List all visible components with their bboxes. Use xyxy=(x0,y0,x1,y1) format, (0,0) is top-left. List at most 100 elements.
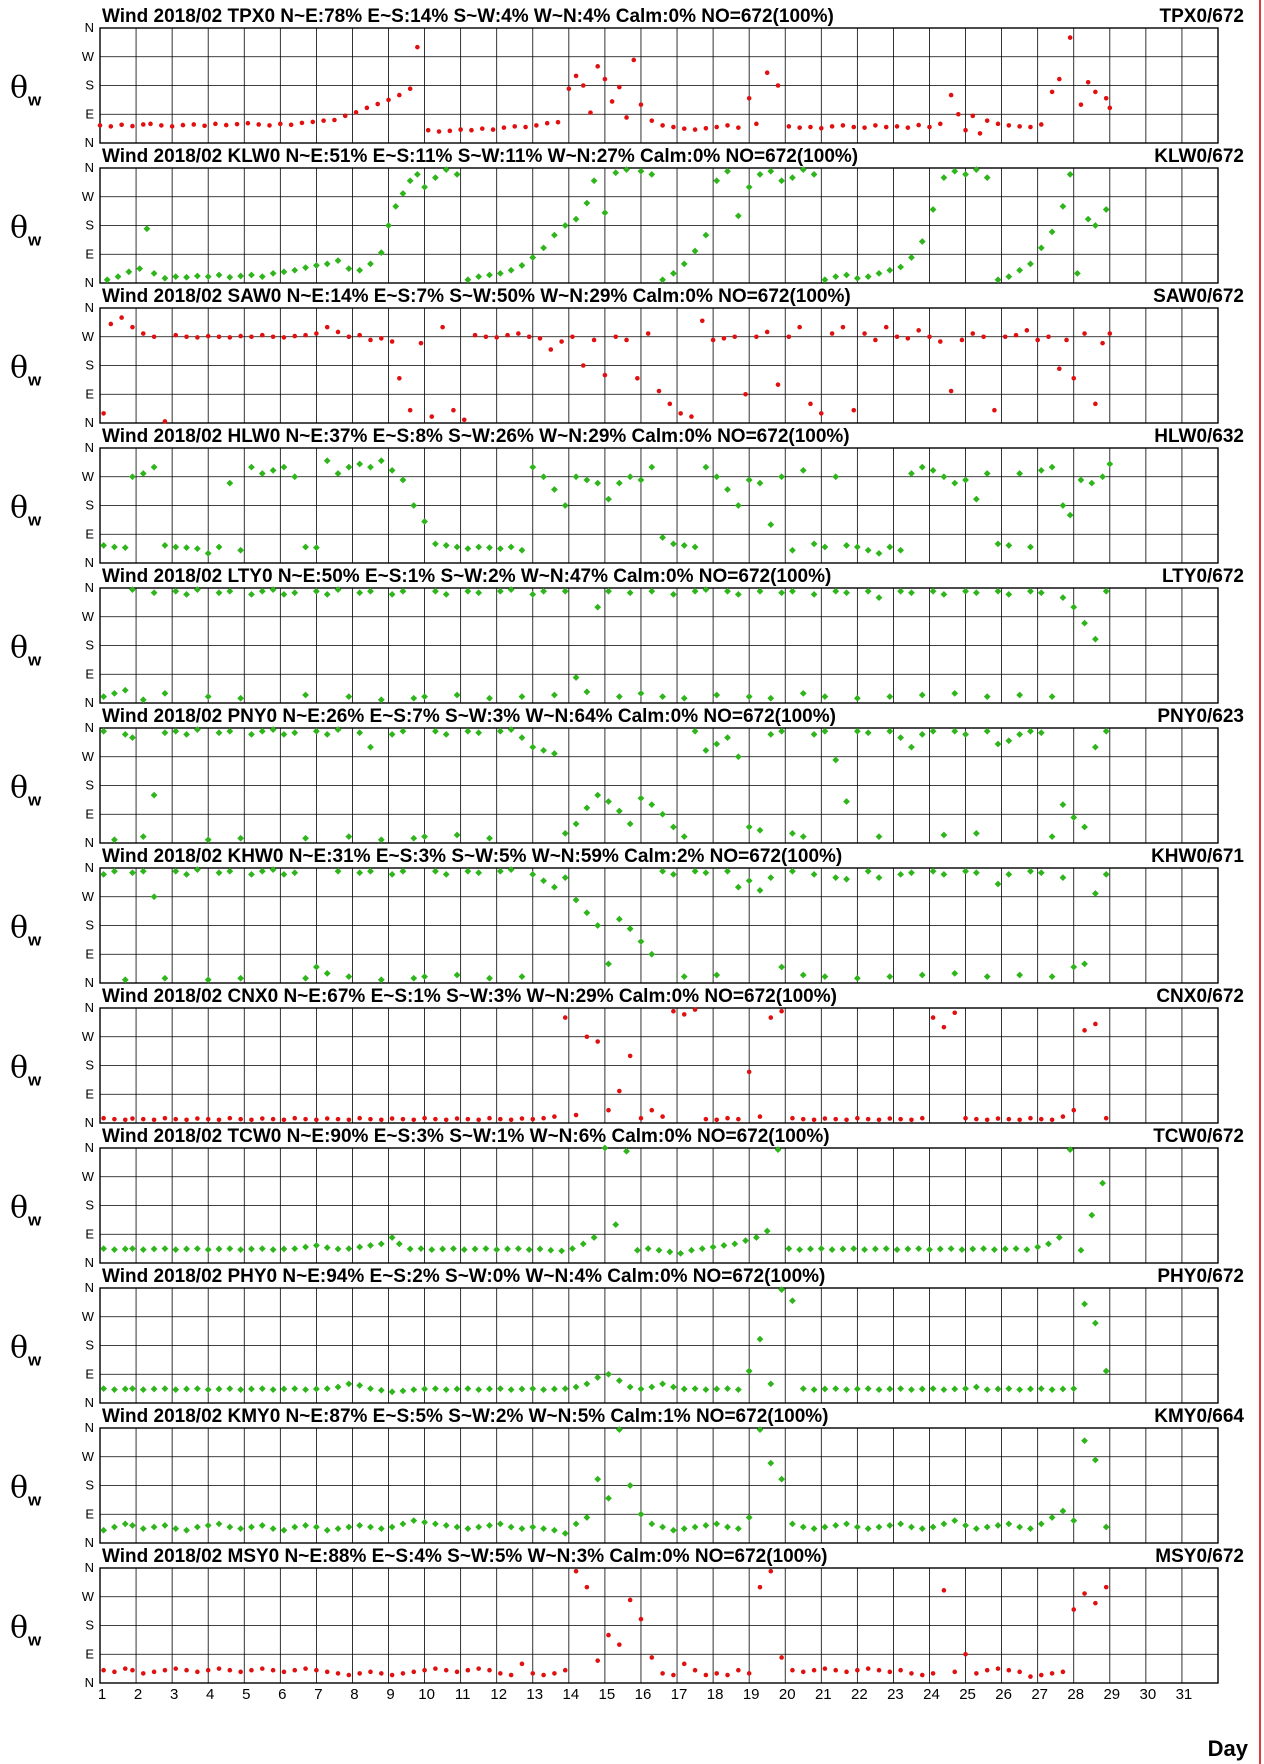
data-point xyxy=(410,974,418,982)
data-point xyxy=(97,123,103,128)
data-point xyxy=(101,1667,106,1673)
data-point xyxy=(323,1244,331,1252)
data-point xyxy=(832,756,840,764)
data-point xyxy=(334,470,342,477)
x-tick-label: 29 xyxy=(1103,1686,1120,1703)
data-point xyxy=(259,332,265,338)
data-point xyxy=(649,1107,655,1113)
data-point xyxy=(821,543,829,551)
data-point xyxy=(193,1523,201,1531)
panel-title: Wind 2018/02 HLW0 N~E:37% E~S:8% S~W:26%… xyxy=(102,426,850,447)
data-point xyxy=(504,1245,511,1253)
y-axis-label: θ xyxy=(10,351,28,386)
data-point xyxy=(183,273,190,281)
data-point xyxy=(280,1385,288,1393)
data-point xyxy=(367,587,374,595)
data-point xyxy=(681,126,687,131)
data-point xyxy=(421,833,428,841)
data-point xyxy=(469,127,474,133)
data-point xyxy=(864,729,872,737)
data-point xyxy=(368,1669,373,1675)
data-point xyxy=(818,126,824,131)
data-point xyxy=(465,1116,471,1122)
data-point xyxy=(248,271,255,279)
x-tick-label: 7 xyxy=(314,1686,322,1703)
data-point xyxy=(464,1385,472,1393)
x-tick-label: 8 xyxy=(350,1686,358,1703)
plot-frame xyxy=(99,1427,1219,1544)
data-point xyxy=(364,105,370,111)
data-point xyxy=(995,1666,1001,1671)
y-axis-label-subscript: w xyxy=(27,1351,42,1370)
data-point xyxy=(389,1672,395,1678)
x-tick-label: 28 xyxy=(1067,1686,1084,1703)
data-point xyxy=(1037,589,1045,597)
data-point xyxy=(1071,375,1077,381)
y-tick-label: N xyxy=(85,1140,94,1155)
data-point xyxy=(442,542,450,549)
data-point xyxy=(638,102,644,107)
data-point xyxy=(476,1117,481,1123)
data-point xyxy=(808,124,813,130)
data-point xyxy=(626,473,634,481)
data-point xyxy=(959,337,965,343)
data-point xyxy=(689,414,694,419)
data-point xyxy=(1059,594,1067,601)
data-point xyxy=(356,266,364,274)
y-axis-label: θ xyxy=(10,71,28,106)
data-point xyxy=(659,810,667,818)
data-point xyxy=(561,830,569,837)
data-point xyxy=(418,340,424,346)
data-point xyxy=(714,1117,720,1123)
data-point xyxy=(1027,543,1034,551)
data-point xyxy=(121,976,129,984)
data-point xyxy=(918,238,926,245)
y-tick-label: N xyxy=(85,695,94,710)
data-point xyxy=(832,587,840,595)
data-point xyxy=(195,335,200,340)
data-point xyxy=(367,743,374,751)
data-point xyxy=(561,222,569,229)
data-point xyxy=(864,1525,872,1533)
data-point xyxy=(139,1525,147,1533)
data-point xyxy=(929,1523,937,1531)
data-point xyxy=(172,1246,180,1253)
data-point xyxy=(790,1115,795,1121)
data-point xyxy=(377,249,385,257)
data-point xyxy=(173,1666,179,1671)
x-tick-label: 20 xyxy=(779,1686,796,1703)
data-point xyxy=(162,419,168,424)
data-point xyxy=(249,334,254,340)
data-point xyxy=(833,1667,839,1673)
data-point xyxy=(670,870,677,878)
x-tick-label: 25 xyxy=(959,1686,976,1703)
data-point xyxy=(1078,102,1084,107)
data-point xyxy=(590,1234,598,1241)
data-point xyxy=(855,1667,860,1673)
data-point xyxy=(756,886,764,894)
data-point xyxy=(992,407,997,413)
data-point xyxy=(745,1367,753,1375)
plot-grid xyxy=(100,28,1218,143)
data-point xyxy=(962,476,969,484)
data-point xyxy=(699,318,705,324)
data-point xyxy=(1045,1240,1052,1248)
plot-frame xyxy=(99,167,1219,284)
data-point xyxy=(501,125,507,130)
data-point xyxy=(161,1522,169,1529)
data-point xyxy=(544,120,550,126)
data-point xyxy=(1037,1520,1045,1528)
y-tick-label: E xyxy=(85,526,94,541)
data-point xyxy=(648,170,656,178)
data-point xyxy=(832,1385,840,1393)
data-point xyxy=(778,1475,786,1483)
data-point xyxy=(453,170,461,178)
data-point xyxy=(442,1386,450,1393)
data-point xyxy=(1059,874,1067,881)
data-point xyxy=(324,1116,330,1121)
data-point xyxy=(139,470,147,477)
data-point xyxy=(613,334,619,340)
data-point xyxy=(475,273,483,281)
data-point xyxy=(332,117,337,123)
data-point xyxy=(789,830,796,837)
